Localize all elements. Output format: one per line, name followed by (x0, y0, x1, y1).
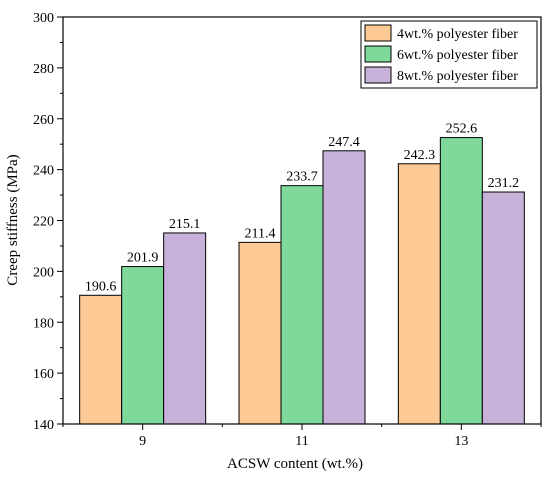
data-label: 247.4 (328, 135, 360, 150)
bars-layer (79, 137, 525, 425)
data-label: 233.7 (286, 170, 318, 185)
y-tick-label: 200 (33, 265, 54, 280)
bar (397, 163, 441, 425)
y-tick-label: 180 (33, 316, 54, 331)
bar (121, 266, 165, 425)
data-label: 211.4 (245, 226, 276, 241)
data-label: 190.6 (85, 279, 117, 294)
legend-label: 6wt.% polyester fiber (397, 48, 518, 63)
bar (79, 294, 123, 425)
x-tick-label: 13 (454, 434, 468, 449)
y-axis-title: Creep stiffness (MPa) (5, 154, 21, 285)
y-tick-label: 220 (33, 215, 54, 230)
legend-label: 8wt.% polyester fiber (397, 69, 518, 84)
y-tick-label: 140 (33, 418, 54, 433)
data-label: 252.6 (446, 122, 478, 137)
bar (280, 185, 324, 425)
y-tick-label: 260 (33, 113, 54, 128)
axes-layer: 140 160 180 200 220 240 260 280 300 9 11 13 (33, 11, 542, 449)
y-tick-label: 160 (33, 367, 54, 382)
legend: 4wt.% polyester fiber 6wt.% polyester fib… (360, 20, 538, 89)
bar (439, 137, 483, 425)
data-labels-layer: 190.6 201.9 215.1 211.4 233.7 247.4 242.3 252.6… (85, 122, 519, 295)
data-label: 231.2 (488, 176, 520, 191)
bar (481, 191, 525, 425)
legend-label: 4wt.% polyester fiber (397, 27, 518, 42)
x-axis-title: ACSW content (wt.%) (227, 456, 363, 472)
bar (238, 241, 282, 425)
x-tick-label: 11 (295, 434, 308, 449)
x-tick-label: 9 (139, 434, 146, 449)
data-label: 242.3 (404, 148, 436, 163)
y-tick-label: 280 (33, 62, 54, 77)
bar (163, 232, 207, 425)
legend-swatch (364, 45, 392, 63)
y-tick-label: 300 (33, 11, 54, 26)
bar (322, 150, 366, 425)
y-tick-label: 240 (33, 164, 54, 179)
legend-swatch (364, 24, 392, 42)
data-label: 201.9 (127, 251, 159, 266)
data-label: 215.1 (169, 217, 201, 232)
legend-swatch (364, 66, 392, 84)
